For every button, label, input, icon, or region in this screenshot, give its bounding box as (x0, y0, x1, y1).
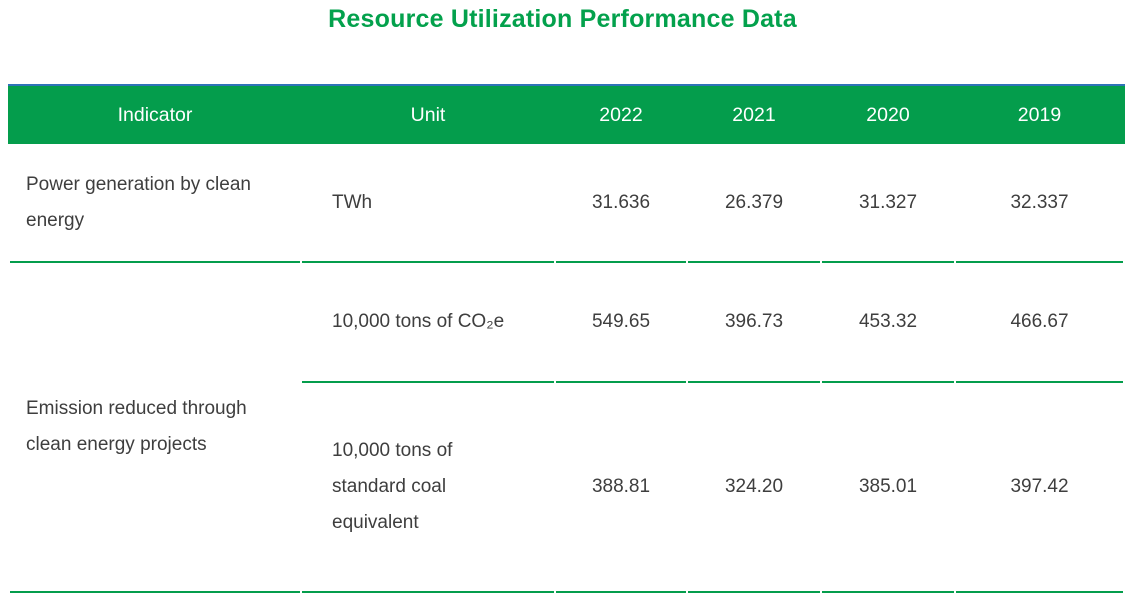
performance-table-container: Indicator Unit 2022 2021 2020 2019 Power… (8, 84, 1125, 593)
unit-cell: 10,000 tons of standard coal equivalent (302, 383, 554, 593)
value-cell-2021: 26.379 (688, 144, 820, 263)
unit-cell: TWh (302, 144, 554, 263)
value-cell-2020: 31.327 (822, 144, 954, 263)
indicator-cell-emission: Emission reduced through clean energy pr… (10, 263, 300, 593)
table-header-row: Indicator Unit 2022 2021 2020 2019 (10, 86, 1123, 144)
value-cell-2020: 385.01 (822, 383, 954, 593)
value-cell-2021: 396.73 (688, 263, 820, 383)
value-cell-2019: 32.337 (956, 144, 1123, 263)
value-cell-2022: 388.81 (556, 383, 686, 593)
table-row-power-generation: Power generation by clean energy TWh 31.… (10, 144, 1123, 263)
performance-data-table: Indicator Unit 2022 2021 2020 2019 Power… (8, 86, 1125, 593)
column-header-unit: Unit (302, 86, 554, 144)
column-header-indicator: Indicator (10, 86, 300, 144)
table-row-emission-co2e: Emission reduced through clean energy pr… (10, 263, 1123, 593)
unit-cell: 10,000 tons of CO₂e (302, 263, 554, 383)
indicator-cell: Power generation by clean energy (10, 144, 300, 263)
value-cell-2021: 324.20 (688, 383, 820, 593)
column-header-2019: 2019 (956, 86, 1123, 144)
value-cell-2022: 31.636 (556, 144, 686, 263)
table-row-emission-coal-equivalent: 10,000 tons of standard coal equivalent … (10, 383, 1123, 593)
value-cell-2020: 453.32 (822, 263, 954, 383)
value-cell-2019: 466.67 (956, 263, 1123, 383)
table-top-accent-line (8, 84, 1125, 86)
page-title: Resource Utilization Performance Data (328, 5, 797, 33)
column-header-2020: 2020 (822, 86, 954, 144)
column-header-2022: 2022 (556, 86, 686, 144)
column-header-2021: 2021 (688, 86, 820, 144)
value-cell-2022: 549.65 (556, 263, 686, 383)
value-cell-2019: 397.42 (956, 383, 1123, 593)
